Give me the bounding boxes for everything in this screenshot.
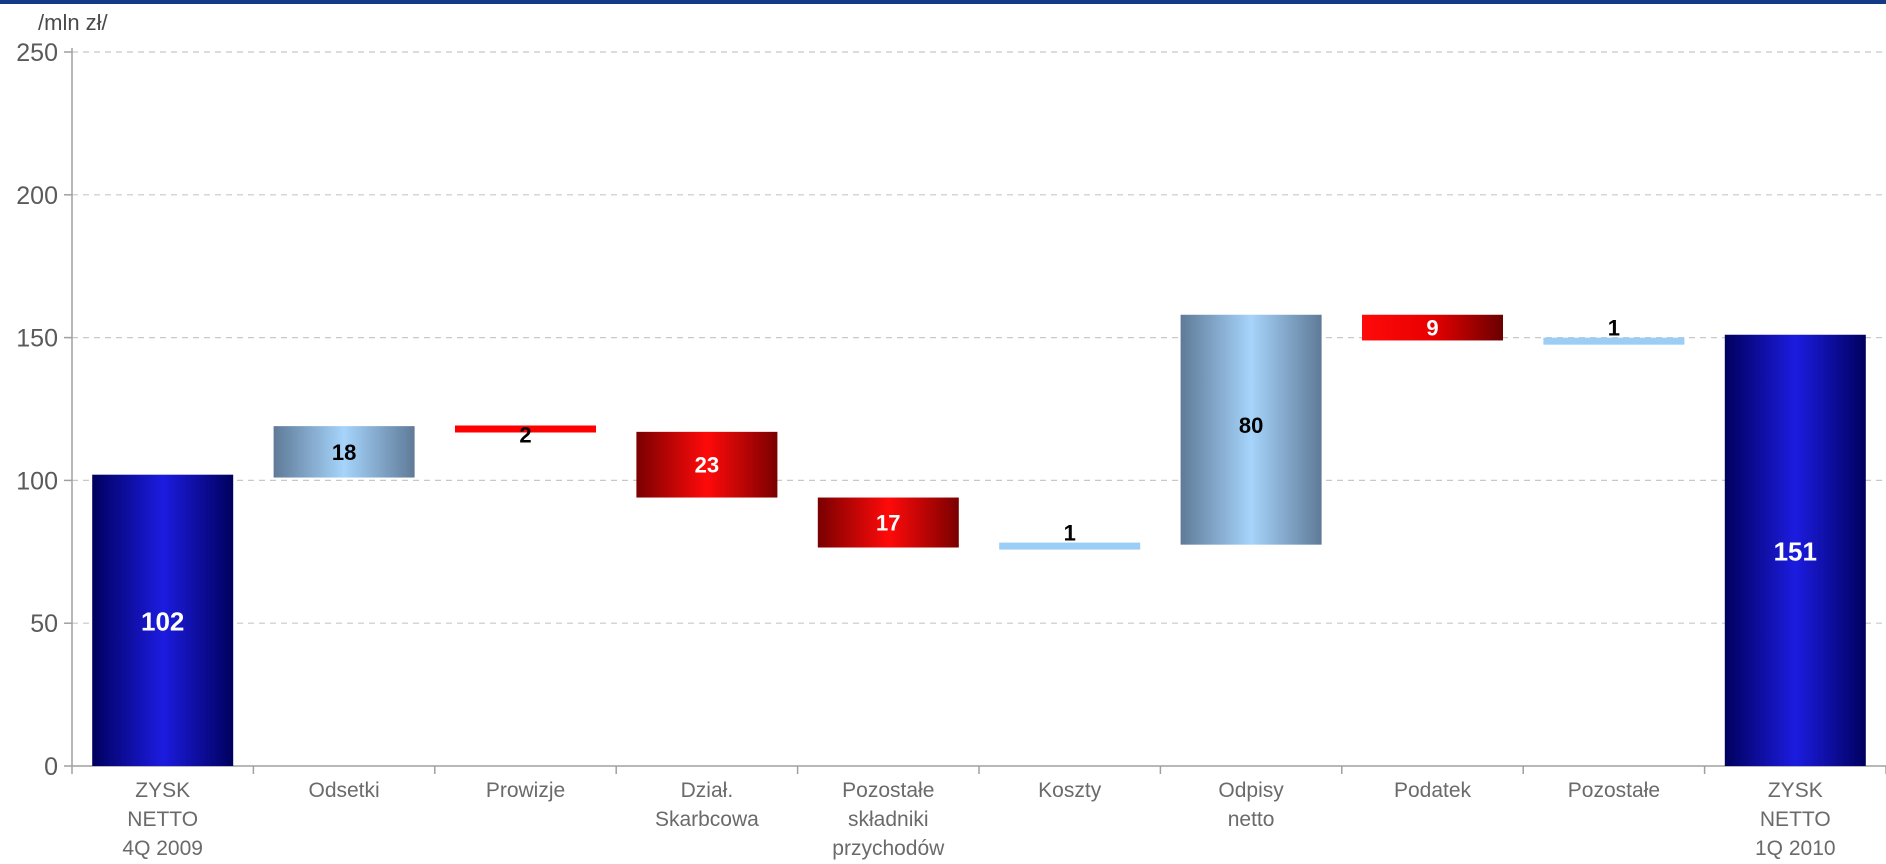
x-category-label-line: Podatek bbox=[1394, 779, 1472, 802]
x-category-label-line: NETTO bbox=[1760, 808, 1831, 831]
data-label: 18 bbox=[332, 440, 356, 465]
bar-increase bbox=[999, 542, 1141, 550]
data-label: 1 bbox=[1608, 316, 1620, 341]
x-category-label-line: Pozostałe bbox=[1568, 779, 1660, 802]
x-category-label: Pozostałe składniki przychodów bbox=[832, 779, 945, 860]
bar-total bbox=[92, 474, 234, 766]
bar-decrease bbox=[1362, 314, 1503, 341]
bar-increase bbox=[273, 426, 415, 478]
x-category-label-line: Odsetki bbox=[308, 779, 379, 802]
x-category-label-line: Prowizje bbox=[486, 779, 565, 802]
x-category-label-line: 1Q 2010 bbox=[1755, 837, 1836, 860]
x-category-label: Odsetki bbox=[308, 779, 379, 802]
x-category-label: ZYSK NETTO 4Q 2009 bbox=[122, 779, 203, 860]
x-category-label-line: Odpisy bbox=[1218, 779, 1284, 802]
data-label: 23 bbox=[695, 453, 719, 478]
x-category-label-line: Dział. bbox=[681, 779, 734, 802]
bar-decrease bbox=[817, 497, 959, 548]
x-category-label-line: przychodów bbox=[832, 837, 945, 860]
x-category-label-line: składniki bbox=[848, 808, 929, 831]
x-category-label-line: ZYSK bbox=[1768, 779, 1823, 802]
x-category-label: Koszty bbox=[1038, 779, 1102, 802]
axes: 0 50 100 150 200 250/mln zł/ bbox=[16, 10, 1886, 781]
data-label: 1 bbox=[1064, 521, 1076, 546]
top-border-rule bbox=[0, 0, 1886, 4]
bar-decrease bbox=[636, 431, 778, 498]
y-tick-label: 0 bbox=[44, 753, 58, 781]
bar-decrease bbox=[455, 425, 596, 433]
x-category-label-line: NETTO bbox=[127, 808, 198, 831]
x-category-label-line: Koszty bbox=[1038, 779, 1102, 802]
bars bbox=[92, 314, 1866, 766]
x-category-label-line: Skarbcowa bbox=[655, 808, 759, 831]
data-label: 102 bbox=[141, 606, 184, 636]
bar-increase bbox=[1543, 337, 1685, 345]
x-category-label: Prowizje bbox=[486, 779, 565, 802]
y-tick-label: 150 bbox=[16, 325, 58, 353]
gridlines bbox=[72, 51, 1886, 624]
y-tick-label: 200 bbox=[16, 182, 58, 210]
x-category-label: Pozostałe bbox=[1568, 779, 1660, 802]
x-category-label: ZYSK NETTO 1Q 2010 bbox=[1755, 779, 1836, 860]
y-tick-label: 250 bbox=[16, 39, 58, 67]
y-axis-unit-label: /mln zł/ bbox=[38, 10, 109, 35]
x-category-label-line: netto bbox=[1228, 808, 1275, 831]
data-label: 80 bbox=[1239, 413, 1263, 438]
x-category-label-line: Pozostałe bbox=[842, 779, 934, 802]
y-tick-label: 50 bbox=[30, 610, 58, 638]
data-label: 17 bbox=[876, 511, 900, 536]
bar-total bbox=[1724, 334, 1866, 766]
x-category-label: Odpisy netto bbox=[1218, 779, 1284, 831]
x-category-label-line: ZYSK bbox=[135, 779, 190, 802]
x-category-label: Dział. Skarbcowa bbox=[655, 779, 759, 831]
x-category-label-line: 4Q 2009 bbox=[122, 837, 203, 860]
y-tick-label: 100 bbox=[16, 467, 58, 495]
x-category-label: Podatek bbox=[1394, 779, 1472, 802]
data-label: 2 bbox=[519, 422, 531, 447]
bar-increase bbox=[1180, 314, 1322, 545]
data-label: 151 bbox=[1774, 536, 1817, 566]
labels: 102 ZYSK NETTO 4Q 2009 18 Odsetki 2 Prowizje 23 D… bbox=[122, 316, 1835, 860]
data-label: 9 bbox=[1426, 316, 1438, 341]
